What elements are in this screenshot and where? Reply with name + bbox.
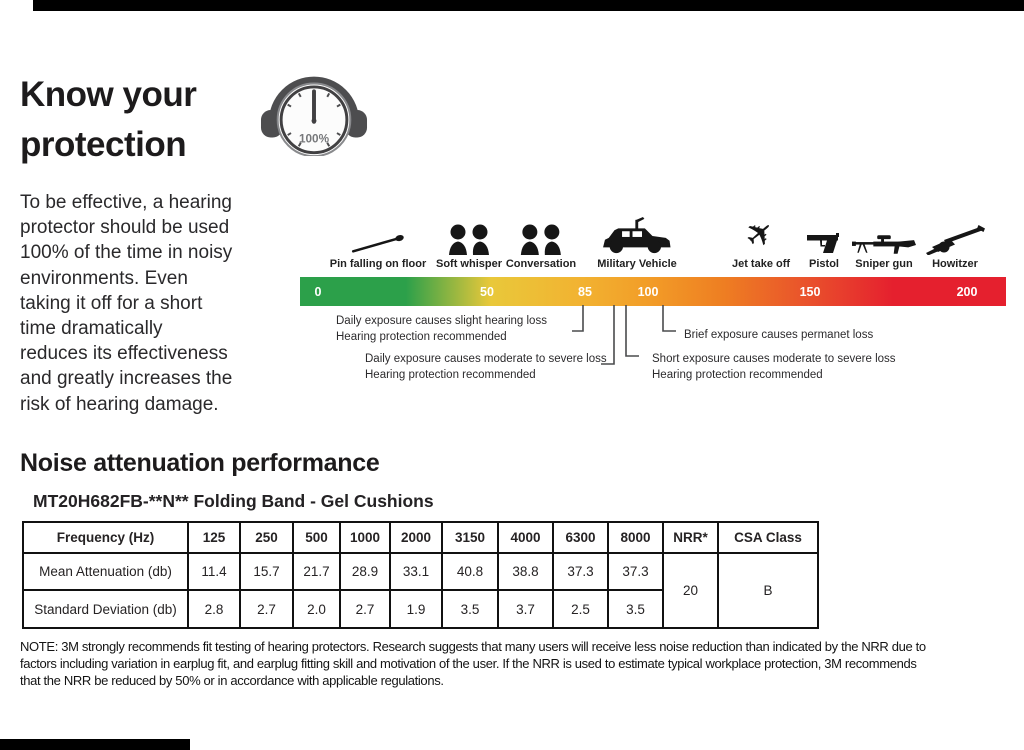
source-label: Sniper gun <box>855 258 913 270</box>
cell: 38.8 <box>497 552 554 591</box>
source-sniper: Sniper gun <box>852 220 916 270</box>
db-tick-150: 150 <box>799 284 821 299</box>
decibel-scale-bar: 0 50 85 100 150 200 <box>300 277 1006 306</box>
page-title: Know your protection <box>20 75 197 164</box>
pin-icon <box>347 231 409 255</box>
db-tick-100: 100 <box>637 284 659 299</box>
csa-class-value: B <box>717 552 819 629</box>
pistol-icon <box>807 233 841 255</box>
svg-text:✈: ✈ <box>740 215 782 255</box>
source-label: Soft whisper <box>435 258 503 270</box>
cell: 15.7 <box>239 552 294 591</box>
row-label: Mean Attenuation (db) <box>22 552 189 591</box>
col-500: 500 <box>292 521 341 554</box>
source-military-vehicle: Military Vehicle <box>597 217 677 270</box>
cell: 1.9 <box>389 589 443 629</box>
col-nrr: NRR* <box>662 521 719 554</box>
annotation-slight-loss: Daily exposure causes slight hearing los… <box>336 315 547 343</box>
source-conversation: Conversation <box>506 220 576 270</box>
nrr-value: 20 <box>662 552 719 629</box>
cell: 3.7 <box>497 589 554 629</box>
db-tick-200: 200 <box>956 284 978 299</box>
product-subtitle: MT20H682FB-**N** Folding Band - Gel Cush… <box>33 491 434 511</box>
cell: 3.5 <box>607 589 664 629</box>
col-250: 250 <box>239 521 294 554</box>
cell: 37.3 <box>607 552 664 591</box>
cell: 2.5 <box>552 589 609 629</box>
cell: 2.7 <box>239 589 294 629</box>
table-row: Mean Attenuation (db) 11.4 15.7 21.7 28.… <box>22 552 819 629</box>
col-4000: 4000 <box>497 521 554 554</box>
db-tick-0: 0 <box>314 284 322 299</box>
annotation-daily-severe: Daily exposure causes moderate to severe… <box>365 353 607 381</box>
col-2000: 2000 <box>389 521 443 554</box>
military-vehicle-icon <box>598 217 676 255</box>
col-125: 125 <box>187 521 241 554</box>
conversation-icon <box>519 223 563 255</box>
annotation-brief-loss: Brief exposure causes permanet loss <box>684 329 874 341</box>
cell: 3.5 <box>441 589 499 629</box>
source-label: Military Vehicle <box>597 258 677 270</box>
source-pistol: Pistol <box>807 220 841 270</box>
bottom-divider-bar <box>0 739 190 750</box>
howitzer-icon <box>924 225 986 255</box>
db-tick-50: 50 <box>480 284 494 299</box>
col-3150: 3150 <box>441 521 499 554</box>
cell: 2.8 <box>187 589 241 629</box>
source-pin: Pin falling on floor <box>329 220 427 270</box>
intro-paragraph: To be effective, a hearing protector sho… <box>20 192 233 415</box>
attenuation-table: Frequency (Hz) 125 250 500 1000 2000 315… <box>22 521 819 629</box>
top-divider-bar <box>33 0 1024 11</box>
source-howitzer: Howitzer <box>924 220 986 270</box>
cell: 2.0 <box>292 589 341 629</box>
cell: 33.1 <box>389 552 443 591</box>
annotation-short-severe: Short exposure causes moderate to severe… <box>652 353 896 381</box>
gauge-label: 100% <box>299 132 330 145</box>
table-row: Standard Deviation (db) 2.8 2.7 2.0 2.7 … <box>22 589 818 629</box>
col-1000: 1000 <box>339 521 391 554</box>
cell: 21.7 <box>292 552 341 591</box>
cell: 40.8 <box>441 552 499 591</box>
db-tick-85: 85 <box>578 284 592 299</box>
source-label: Conversation <box>505 258 577 270</box>
col-6300: 6300 <box>552 521 609 554</box>
cell: 28.9 <box>339 552 391 591</box>
cell: 2.7 <box>339 589 391 629</box>
headphones-gauge-icon: 100% <box>260 64 368 161</box>
source-label: Pistol <box>809 258 839 270</box>
col-8000: 8000 <box>607 521 664 554</box>
cell: 11.4 <box>187 552 241 591</box>
col-csa: CSA Class <box>717 521 819 554</box>
source-label: Howitzer <box>932 258 978 270</box>
cell: 37.3 <box>552 552 609 591</box>
section-title: Noise attenuation performance <box>20 449 380 477</box>
source-whisper: Soft whisper <box>436 220 502 270</box>
source-jet: ✈ Jet take off <box>731 215 791 270</box>
soft-whisper-icon <box>447 223 491 255</box>
annotation-connectors <box>572 305 676 365</box>
row-label: Standard Deviation (db) <box>22 589 189 629</box>
sniper-gun-icon <box>852 233 916 255</box>
source-label: Jet take off <box>731 258 791 270</box>
jet-icon: ✈ <box>740 215 782 255</box>
col-frequency: Frequency (Hz) <box>22 521 189 554</box>
nrr-note: NOTE: 3M strongly recommends fit testing… <box>20 639 926 688</box>
table-header-row: Frequency (Hz) 125 250 500 1000 2000 315… <box>22 521 819 554</box>
source-label: Pin falling on floor <box>329 258 427 270</box>
